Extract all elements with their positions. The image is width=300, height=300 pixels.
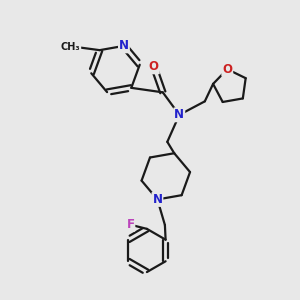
Text: N: N	[152, 193, 162, 206]
Text: CH₃: CH₃	[61, 42, 80, 52]
Text: O: O	[222, 63, 232, 76]
Text: N: N	[174, 108, 184, 121]
Text: O: O	[149, 60, 159, 73]
Text: N: N	[119, 39, 129, 52]
Text: F: F	[126, 218, 134, 231]
